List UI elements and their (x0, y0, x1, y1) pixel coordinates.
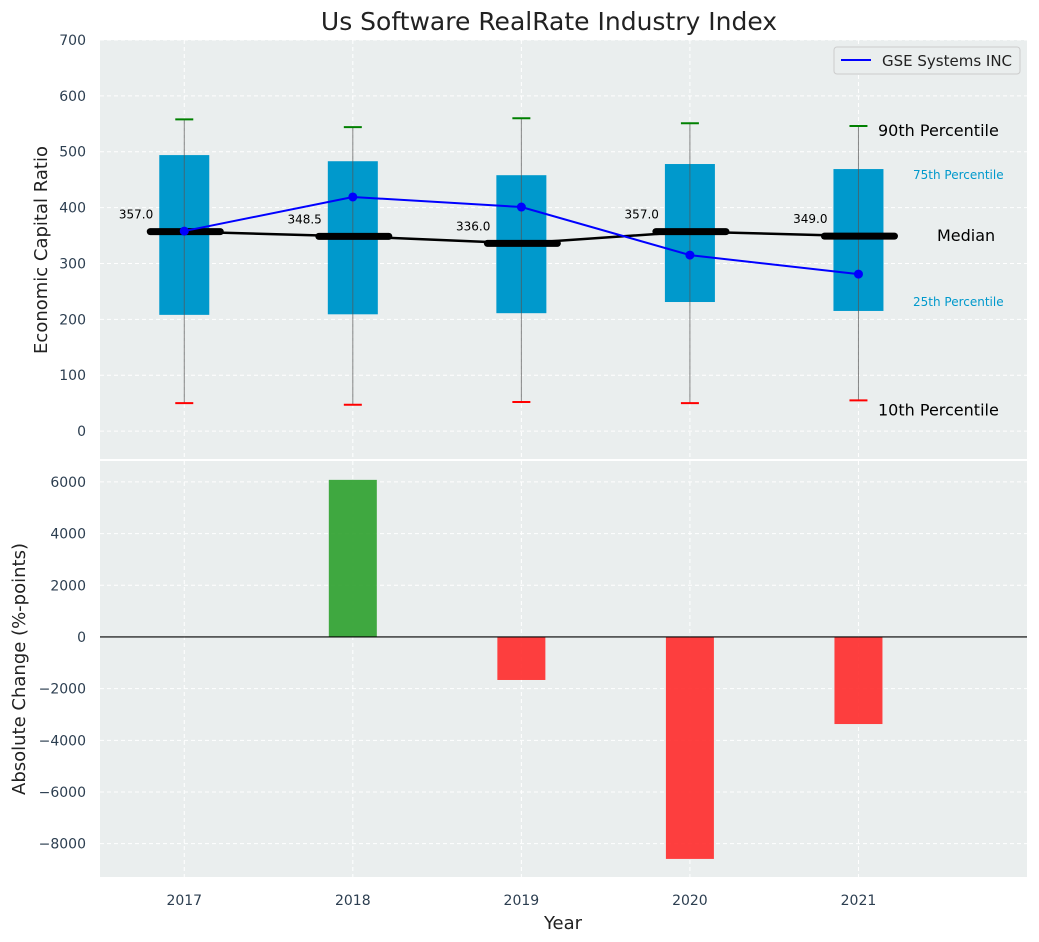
ytick-label: 0 (77, 630, 86, 646)
ytick-label: 300 (59, 256, 86, 272)
top-plot-area (100, 40, 1027, 459)
ytick-label: 0 (77, 424, 86, 440)
top-ylabel: Economic Capital Ratio (31, 146, 52, 354)
annotation-p90: 90th Percentile (878, 121, 999, 140)
ytick-label: 600 (59, 89, 86, 105)
series-point-gse-2019 (516, 202, 526, 212)
annotation-p25: 25th Percentile (913, 295, 1004, 309)
change-bar-2019 (497, 636, 546, 680)
xtick-label: 2017 (166, 893, 202, 909)
ytick-label: 2000 (50, 578, 86, 594)
ytick-label: −2000 (39, 682, 86, 698)
xtick-label: 2021 (841, 893, 877, 909)
series-point-gse-2017 (179, 226, 189, 236)
ytick-label: 200 (59, 312, 86, 328)
bottom-ylabel: Absolute Change (%-points) (9, 543, 30, 795)
chart-title: Us Software RealRate Industry Index (321, 7, 777, 36)
change-bar-2020 (665, 636, 714, 859)
bottom-plot-area (100, 461, 1027, 877)
annotation-p75: 75th Percentile (913, 168, 1004, 182)
legend-label-gse: GSE Systems INC (882, 52, 1012, 70)
ytick-label: 400 (59, 201, 86, 217)
annotation-median: Median (937, 226, 995, 245)
median-label-2017: 357.0 (119, 208, 153, 222)
ytick-label: 100 (59, 368, 86, 384)
ytick-label: −8000 (39, 837, 86, 853)
legend: GSE Systems INC (833, 46, 1021, 75)
ytick-label: 4000 (50, 527, 86, 543)
annotation-p10: 10th Percentile (878, 400, 999, 419)
xtick-label: 2018 (335, 893, 371, 909)
ytick-label: −4000 (39, 733, 86, 749)
change-bar-2018 (328, 479, 377, 637)
ytick-label: 700 (59, 33, 86, 49)
median-label-2019: 336.0 (456, 219, 490, 233)
ytick-label: −6000 (39, 785, 86, 801)
series-point-gse-2021 (853, 269, 863, 279)
median-label-2018: 348.5 (287, 212, 321, 226)
ytick-label: 6000 (50, 475, 86, 491)
series-point-gse-2020 (685, 250, 695, 260)
xtick-label: 2020 (672, 893, 708, 909)
series-point-gse-2018 (348, 192, 358, 202)
xlabel: Year (543, 913, 583, 934)
ytick-label: 500 (59, 145, 86, 161)
median-label-2021: 349.0 (793, 212, 827, 226)
xtick-label: 2019 (504, 893, 540, 909)
change-bar-2021 (834, 636, 883, 725)
median-label-2020: 357.0 (625, 208, 659, 222)
